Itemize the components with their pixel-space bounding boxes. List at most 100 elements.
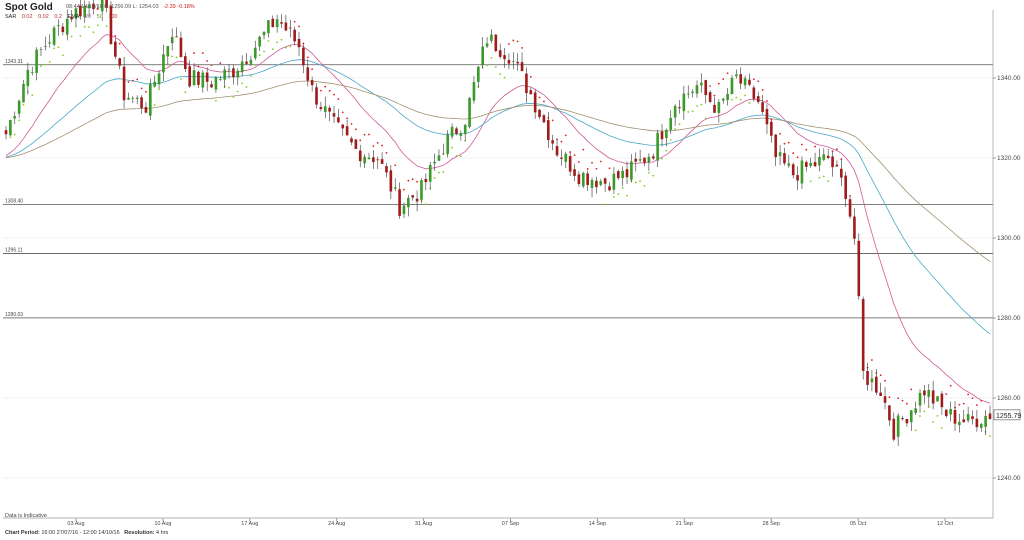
sar-dot	[980, 399, 983, 402]
instrument-title: Spot Gold	[5, 2, 53, 13]
sar-dot	[940, 427, 943, 429]
sar-dot	[250, 74, 252, 77]
candle-body	[783, 153, 786, 164]
sar-dot	[634, 181, 637, 184]
candle-body	[717, 102, 721, 113]
candle-body	[70, 17, 73, 20]
candle-body	[385, 166, 388, 173]
sar-dot	[586, 168, 589, 170]
candle-body	[538, 109, 541, 118]
candle-body	[625, 169, 629, 178]
sar-dot	[193, 52, 195, 54]
candle-body	[328, 107, 331, 112]
candle-body	[953, 409, 957, 424]
sar-dot	[324, 85, 327, 88]
candle-body	[446, 134, 450, 154]
sar-dot	[354, 128, 357, 131]
candle-body	[341, 124, 345, 129]
candle-body	[35, 49, 38, 73]
candle-body	[433, 161, 436, 164]
sar-dot	[276, 41, 279, 44]
candle-body	[551, 140, 554, 144]
sar-dot	[731, 98, 733, 101]
sar-dot	[206, 60, 209, 62]
candle-body	[153, 81, 157, 87]
candle-body	[735, 74, 738, 77]
sar-dot	[796, 156, 799, 159]
indicator-sar-name[interactable]: SAR	[5, 14, 17, 20]
sar-dot	[543, 100, 545, 103]
candle-body	[599, 181, 603, 185]
candle-body	[201, 72, 205, 88]
candle-body	[896, 415, 900, 437]
candle-body	[590, 179, 594, 188]
sar-dot	[293, 20, 296, 23]
sar-dot	[263, 50, 265, 53]
sar-dot	[647, 171, 650, 174]
candle-body	[835, 164, 839, 167]
y-tick-label: 1280.00	[997, 315, 1021, 322]
indicator-ema-100: 100	[108, 14, 118, 20]
sar-dot	[696, 105, 698, 107]
candle-body	[74, 8, 78, 19]
candle-body	[909, 410, 913, 423]
candle-body	[739, 74, 743, 84]
sar-dot	[306, 56, 309, 59]
sar-dot	[258, 54, 261, 57]
sar-dot	[105, 25, 108, 28]
chart-header: Spot Gold 08:44 14/10/16 H: 1256.09 L: 1…	[0, 0, 1024, 26]
candle-body	[800, 160, 804, 184]
candle-body	[888, 405, 891, 421]
x-tick-label: 10 Aug	[154, 521, 171, 527]
x-tick-label: 31 Aug	[415, 521, 432, 527]
candle-body	[743, 78, 747, 86]
sar-dot	[975, 404, 978, 406]
candle-body	[17, 100, 21, 114]
sar-dot	[245, 86, 248, 88]
x-tick-label: 24 Aug	[328, 521, 345, 527]
sar-dot	[411, 178, 414, 181]
candle-body	[411, 195, 415, 198]
sar-dot	[241, 82, 244, 85]
indicator-sar-start: 0.02	[38, 14, 49, 20]
sar-dot	[385, 151, 388, 154]
sar-dot	[700, 103, 703, 106]
candle-body	[288, 27, 292, 29]
sar-dot	[674, 128, 677, 131]
sar-dot	[560, 140, 563, 143]
sar-dot	[372, 145, 375, 147]
resolution-label: Resolution:	[124, 530, 155, 536]
candle-body	[105, 0, 108, 8]
candle-body	[372, 157, 375, 163]
candle-body	[923, 390, 926, 396]
candle-body	[450, 126, 454, 137]
sar-dot	[503, 76, 506, 79]
sar-dot	[573, 154, 576, 157]
indicator-ema-name[interactable]: EMA	[67, 14, 80, 20]
candle-body	[533, 92, 537, 113]
sar-dot	[88, 26, 90, 29]
candle-body	[586, 173, 589, 185]
candle-body	[700, 82, 703, 86]
sar-dot	[127, 81, 130, 83]
sar-dot	[779, 132, 781, 135]
x-tick-label: 14 Sep	[589, 521, 606, 527]
candle-body	[267, 20, 270, 34]
candle-body	[839, 168, 843, 178]
sar-dot	[424, 203, 427, 205]
candle-body	[940, 393, 944, 408]
sar-dot	[932, 420, 935, 423]
candle-body	[293, 29, 296, 42]
candle-body	[297, 38, 301, 48]
sar-dot	[971, 397, 974, 400]
sar-dot	[910, 388, 913, 391]
indicator-sar-step: 0.02	[21, 14, 33, 20]
candle-body	[79, 5, 82, 17]
sar-dot	[228, 86, 230, 89]
candle-body	[485, 43, 489, 47]
sar-dot	[897, 397, 900, 400]
candle-body	[127, 98, 130, 100]
level-label: 1296.11	[5, 248, 23, 254]
sar-dot	[197, 65, 200, 68]
